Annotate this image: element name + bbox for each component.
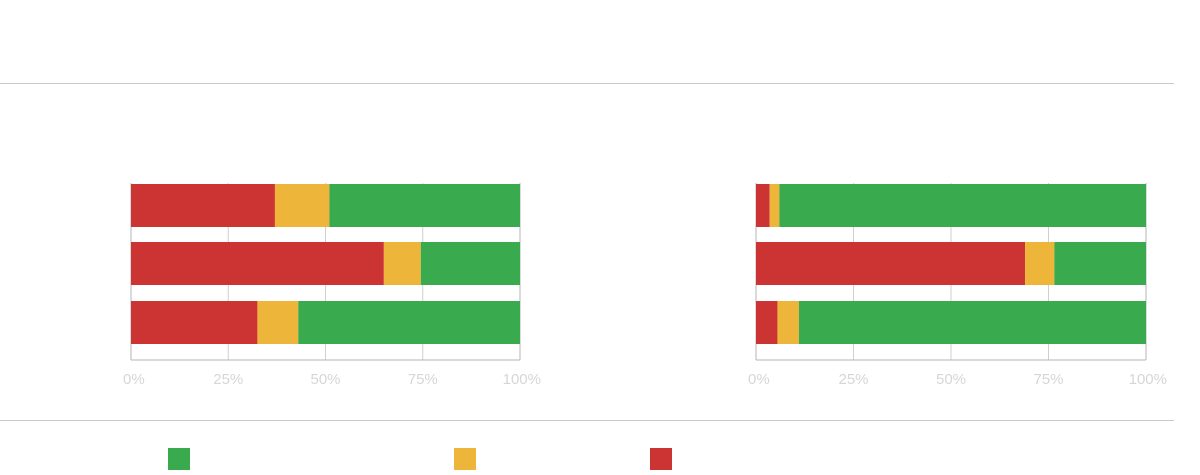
x-tick-label: 75%	[408, 371, 438, 388]
x-tick-label: 75%	[1033, 371, 1063, 388]
bar-segment-yellow[interactable]	[777, 301, 799, 344]
bar-segment-green[interactable]	[420, 242, 520, 285]
x-tick-label: 25%	[213, 371, 243, 388]
x-tick-label: 25%	[838, 371, 868, 388]
x-tick-label: 100%	[1129, 371, 1167, 388]
bar-segment-green[interactable]	[329, 184, 520, 227]
bar-segment-red[interactable]	[756, 242, 1026, 285]
x-tick-label: 100%	[503, 371, 541, 388]
bar-segment-green[interactable]	[779, 184, 1146, 227]
stacked-bar-chart-right: 0% 25% 50% 75% 100%	[748, 183, 1167, 388]
stacked-bar-chart-left: 0% 25% 50% 75% 100%	[123, 183, 541, 388]
bar-segment-yellow[interactable]	[1025, 242, 1055, 285]
bar-segment-yellow[interactable]	[769, 184, 780, 227]
legend-swatch-red	[650, 448, 672, 470]
bar-segment-yellow[interactable]	[274, 184, 330, 227]
bar-segment-red[interactable]	[131, 242, 384, 285]
x-tick-label: 50%	[936, 371, 966, 388]
bar-segment-green[interactable]	[1054, 242, 1146, 285]
top-divider	[0, 83, 1174, 84]
bar-segment-green[interactable]	[798, 301, 1146, 344]
x-tick-label: 50%	[310, 371, 340, 388]
x-tick-label: 0%	[123, 371, 145, 388]
bar-segment-red[interactable]	[131, 301, 258, 344]
bar-segment-red[interactable]	[131, 184, 275, 227]
bottom-divider	[0, 420, 1174, 421]
x-tick-label: 0%	[748, 371, 770, 388]
legend-swatch-yellow	[454, 448, 476, 470]
bar-segment-yellow[interactable]	[257, 301, 299, 344]
legend-swatch-green	[168, 448, 190, 470]
bar-segment-red[interactable]	[756, 184, 770, 227]
bar-segment-yellow[interactable]	[383, 242, 421, 285]
bar-segment-red[interactable]	[756, 301, 778, 344]
bar-segment-green[interactable]	[298, 301, 520, 344]
